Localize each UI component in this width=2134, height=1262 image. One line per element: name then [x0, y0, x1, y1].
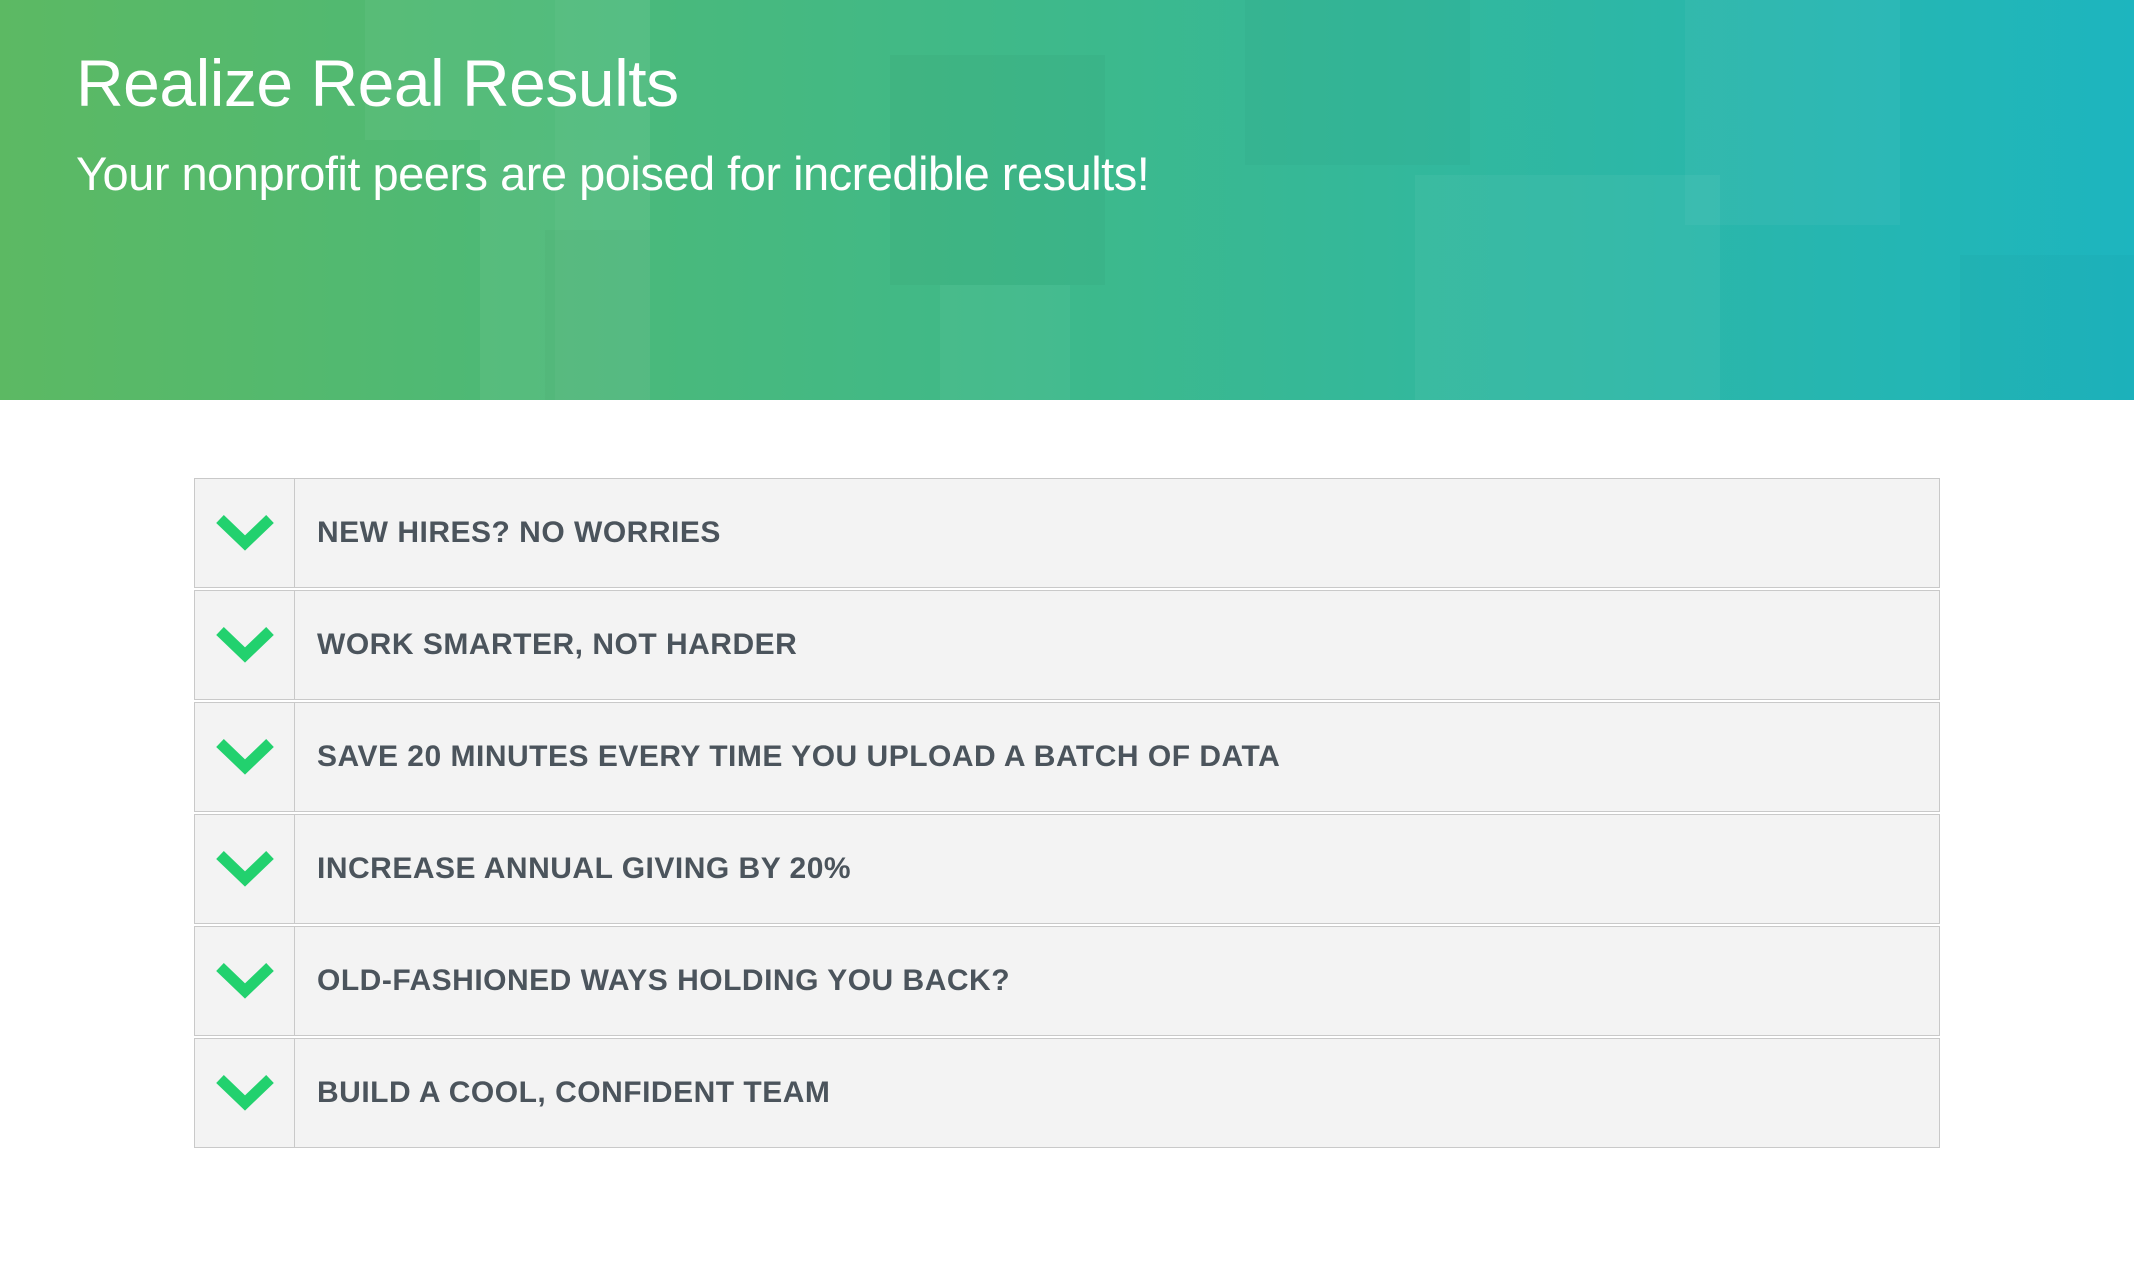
main-content: NEW HIRES? NO WORRIES WORK SMARTER, NOT … — [0, 478, 2134, 1148]
accordion-label-cell: INCREASE ANNUAL GIVING BY 20% — [295, 815, 1939, 923]
chevron-down-icon — [215, 963, 274, 999]
accordion-label-cell: BUILD A COOL, CONFIDENT TEAM — [295, 1039, 1939, 1147]
accordion-row-label: WORK SMARTER, NOT HARDER — [317, 628, 798, 661]
chevron-down-icon — [215, 1075, 274, 1111]
accordion-row-label: SAVE 20 MINUTES EVERY TIME YOU UPLOAD A … — [317, 740, 1281, 773]
accordion-row-label: OLD-FASHIONED WAYS HOLDING YOU BACK? — [317, 964, 1011, 997]
chevron-cell — [195, 927, 295, 1035]
page-subtitle: Your nonprofit peers are poised for incr… — [76, 147, 1150, 200]
chevron-cell — [195, 703, 295, 811]
accordion-row-label: BUILD A COOL, CONFIDENT TEAM — [317, 1076, 831, 1109]
accordion-label-cell: WORK SMARTER, NOT HARDER — [295, 591, 1939, 699]
accordion-row-old-fashioned-ways[interactable]: OLD-FASHIONED WAYS HOLDING YOU BACK? — [194, 926, 1940, 1036]
accordion: NEW HIRES? NO WORRIES WORK SMARTER, NOT … — [194, 478, 1940, 1148]
chevron-down-icon — [215, 515, 274, 551]
chevron-down-icon — [215, 851, 274, 887]
chevron-down-icon — [215, 739, 274, 775]
accordion-row-work-smarter[interactable]: WORK SMARTER, NOT HARDER — [194, 590, 1940, 700]
page-title: Realize Real Results — [76, 46, 679, 120]
chevron-cell — [195, 1039, 295, 1147]
chevron-cell — [195, 815, 295, 923]
chevron-cell — [195, 479, 295, 587]
accordion-label-cell: SAVE 20 MINUTES EVERY TIME YOU UPLOAD A … — [295, 703, 1939, 811]
chevron-down-icon — [215, 627, 274, 663]
hero-banner: Realize Real Results Your nonprofit peer… — [0, 0, 2134, 400]
chevron-cell — [195, 591, 295, 699]
accordion-label-cell: NEW HIRES? NO WORRIES — [295, 479, 1939, 587]
accordion-row-new-hires[interactable]: NEW HIRES? NO WORRIES — [194, 478, 1940, 588]
accordion-row-label: INCREASE ANNUAL GIVING BY 20% — [317, 852, 852, 885]
accordion-row-save-20-minutes[interactable]: SAVE 20 MINUTES EVERY TIME YOU UPLOAD A … — [194, 702, 1940, 812]
accordion-row-build-confident-team[interactable]: BUILD A COOL, CONFIDENT TEAM — [194, 1038, 1940, 1148]
accordion-row-increase-annual-giving[interactable]: INCREASE ANNUAL GIVING BY 20% — [194, 814, 1940, 924]
gradient-mosaic-decoration — [0, 0, 2134, 400]
hero-text-block: Realize Real Results Your nonprofit peer… — [0, 0, 2134, 197]
accordion-row-label: NEW HIRES? NO WORRIES — [317, 516, 721, 549]
accordion-label-cell: OLD-FASHIONED WAYS HOLDING YOU BACK? — [295, 927, 1939, 1035]
